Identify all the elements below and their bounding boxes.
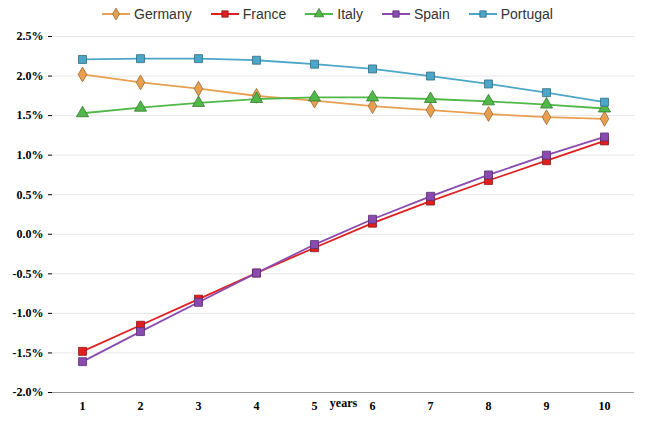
svg-text:9: 9 <box>544 399 550 413</box>
svg-text:1.0%: 1.0% <box>17 148 44 162</box>
svg-text:6: 6 <box>370 399 376 413</box>
svg-text:-1.5%: -1.5% <box>13 346 44 360</box>
svg-text:8: 8 <box>486 399 492 413</box>
svg-text:2: 2 <box>138 399 144 413</box>
svg-text:0.0%: 0.0% <box>17 227 44 241</box>
svg-text:2.5%: 2.5% <box>17 29 44 43</box>
html-text:Portugal: Portugal <box>500 6 553 22</box>
svg-text:-2.0%: -2.0% <box>13 385 44 399</box>
svg-text:1.5%: 1.5% <box>17 108 44 122</box>
svg-text:0.5%: 0.5% <box>17 188 44 202</box>
svg-text:-1.0%: -1.0% <box>13 306 44 320</box>
html-text:Germany: Germany <box>134 6 192 22</box>
html-text:Italy: Italy <box>337 6 363 22</box>
svg-text:years: years <box>330 396 358 410</box>
svg-text:4: 4 <box>254 399 260 413</box>
html-text:Spain: Spain <box>413 6 450 22</box>
svg-text:5: 5 <box>312 399 318 413</box>
html-text:France: France <box>242 6 287 22</box>
svg-text:7: 7 <box>428 399 434 413</box>
svg-text:10: 10 <box>599 399 611 413</box>
svg-text:3: 3 <box>196 399 202 413</box>
svg-text:2.0%: 2.0% <box>17 69 44 83</box>
svg-text:-0.5%: -0.5% <box>13 267 44 281</box>
svg-text:1: 1 <box>80 399 86 413</box>
